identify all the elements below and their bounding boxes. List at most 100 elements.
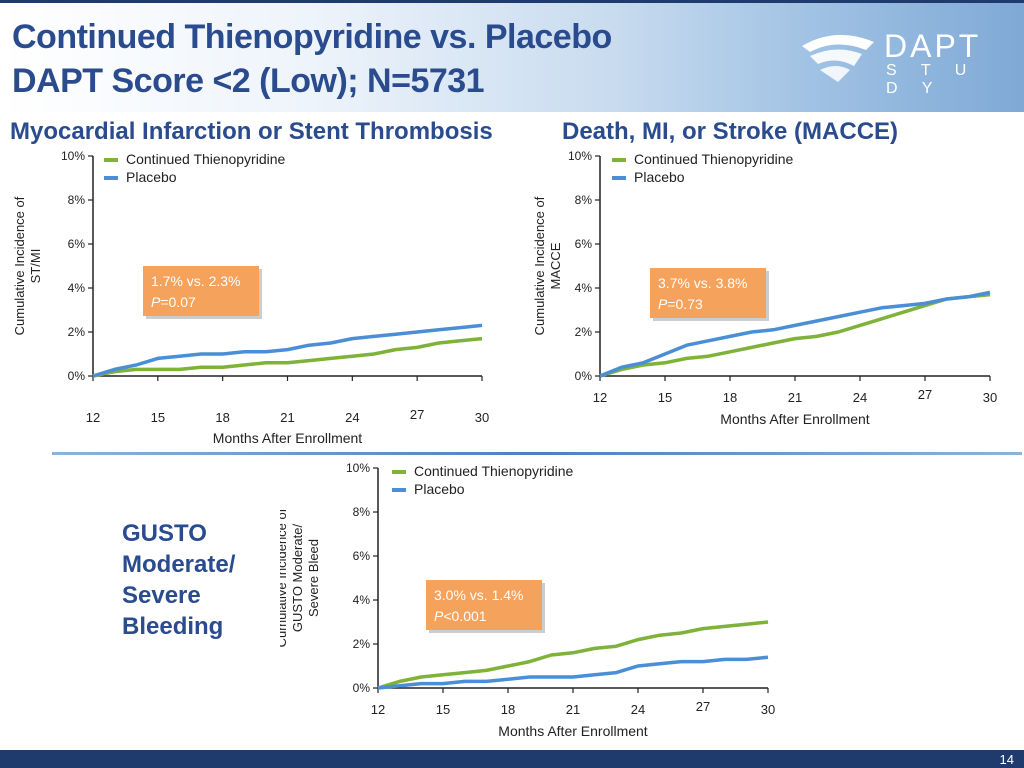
legend-label: Continued Thienopyridine — [126, 151, 286, 167]
p-symbol: P — [434, 608, 444, 624]
x-tick-label: 24 — [631, 702, 645, 717]
y-tick-label: 2% — [68, 325, 86, 339]
legend-swatch — [392, 470, 406, 474]
annotation-rate: 1.7% vs. 2.3% — [151, 273, 241, 289]
mi-st-chart: 0% 2% 4% 6% 8% 10% 12 15 18 21 24 27 30 Months After … — [12, 149, 489, 446]
bleed-label-line: Severe — [122, 582, 201, 609]
bleed-label-line: GUSTO — [122, 520, 207, 547]
p-value: =0.07 — [160, 294, 196, 310]
legend-swatch — [104, 176, 118, 180]
annotation-rate: 3.0% vs. 1.4% — [434, 587, 524, 603]
legend-swatch — [104, 158, 118, 162]
x-tick-label: 15 — [436, 702, 450, 717]
x-tick-label: 27 — [918, 387, 932, 402]
y-axis-title-line: Cumulative Incidence of — [280, 508, 289, 647]
y-tick-label: 4% — [68, 281, 86, 295]
macce-section-title: Death, MI, or Stroke (MACCE) — [562, 118, 899, 145]
y-tick-label: 6% — [575, 237, 593, 251]
y-tick-label: 8% — [575, 193, 593, 207]
legend-label: Continued Thienopyridine — [414, 463, 574, 479]
legend-label: Placebo — [634, 169, 685, 185]
x-tick-label: 15 — [151, 410, 165, 425]
y-tick-label: 8% — [68, 193, 86, 207]
y-axis-title-line: GUSTO Moderate/ — [290, 524, 305, 633]
slide-header: Continued Thienopyridine vs. Placebo DAP… — [0, 0, 1024, 112]
p-value: <0.001 — [443, 608, 486, 624]
x-tick-label: 30 — [983, 390, 997, 405]
x-axis-title: Months After Enrollment — [498, 723, 648, 739]
y-axis-title-line: MACCE — [548, 242, 563, 289]
y-axis-title-line: Cumulative Incidence of — [532, 196, 547, 335]
y-tick-label: 6% — [353, 549, 371, 563]
dapt-shield-icon — [802, 34, 874, 82]
y-tick-label: 2% — [353, 637, 371, 651]
series-line-continued — [377, 620, 769, 690]
series-line-placebo — [92, 323, 483, 378]
legend-swatch — [612, 176, 626, 180]
y-tick-label: 10% — [568, 149, 592, 163]
annotation-pvalue: P=0.73 — [658, 296, 703, 312]
y-tick-label: 8% — [353, 505, 371, 519]
x-tick-label: 21 — [788, 390, 802, 405]
y-tick-label: 0% — [575, 369, 593, 383]
series-line-continued — [599, 292, 991, 378]
bleeding-section-label: GUSTO Moderate/ Severe Bleeding — [122, 518, 235, 642]
x-tick-label: 12 — [371, 702, 385, 717]
series-line-placebo — [377, 655, 769, 690]
x-tick-label: 24 — [853, 390, 867, 405]
y-tick-label: 4% — [575, 281, 593, 295]
y-tick-label: 10% — [61, 149, 85, 163]
x-tick-label: 12 — [593, 390, 607, 405]
header-top-rule — [0, 0, 1024, 3]
p-symbol: P — [151, 294, 161, 310]
annotation-rate: 3.7% vs. 3.8% — [658, 275, 748, 291]
bleeding-chart: 0% 2% 4% 6% 8% 10% 12 15 18 21 24 27 30 Months After … — [280, 461, 775, 739]
y-axis-title: Cumulative Incidence ofST/MI — [12, 196, 43, 335]
y-axis-title-line: Severe Bleed — [306, 539, 321, 617]
legend-label: Continued Thienopyridine — [634, 151, 794, 167]
y-tick-label: 2% — [575, 325, 593, 339]
legend-label: Placebo — [126, 169, 177, 185]
mi-st-section-title: Myocardial Infarction or Stent Thrombosi… — [10, 118, 493, 145]
section-divider — [52, 452, 1022, 455]
p-symbol: P — [658, 296, 668, 312]
x-tick-label: 30 — [761, 702, 775, 717]
bleed-label-line: Bleeding — [122, 613, 224, 640]
dapt-logo: DAPT S T U D Y — [796, 24, 1006, 97]
x-tick-label: 30 — [475, 410, 489, 425]
x-tick-label: 27 — [696, 699, 710, 714]
x-tick-label: 21 — [280, 410, 294, 425]
annotation-pvalue: P<0.001 — [434, 608, 487, 624]
y-axis-title-line: ST/MI — [28, 249, 43, 284]
logo-subword: S T U D Y — [886, 62, 977, 97]
y-axis-title: Cumulative Incidence ofGUSTO Moderate/Se… — [280, 508, 321, 647]
annotation-box — [650, 268, 766, 318]
legend-swatch — [612, 158, 626, 162]
y-tick-label: 6% — [68, 237, 86, 251]
logo-word: DAPT — [884, 28, 982, 64]
x-tick-label: 12 — [86, 410, 100, 425]
macce-chart: 0% 2% 4% 6% 8% 10% 12 15 18 21 24 27 30 Months After … — [532, 149, 997, 427]
legend-label: Placebo — [414, 481, 465, 497]
bleed-label-line: Moderate/ — [122, 551, 236, 578]
slide-title-line1: Continued Thienopyridine vs. Placebo — [12, 18, 612, 56]
annotation-box — [143, 266, 259, 316]
series-line-placebo — [599, 290, 991, 378]
y-axis-title-line: Cumulative Incidence of — [12, 196, 27, 335]
x-tick-label: 18 — [501, 702, 515, 717]
x-axis-title: Months After Enrollment — [720, 411, 870, 427]
series-line-continued — [92, 336, 483, 378]
annotation-box — [426, 580, 542, 630]
x-axis-title: Months After Enrollment — [213, 430, 363, 446]
x-tick-label: 18 — [215, 410, 229, 425]
p-value: =0.73 — [667, 296, 703, 312]
x-tick-label: 15 — [658, 390, 672, 405]
y-axis-title: Cumulative Incidence ofMACCE — [532, 196, 563, 335]
x-tick-label: 18 — [723, 390, 737, 405]
x-tick-label: 27 — [410, 407, 424, 422]
annotation-pvalue: P=0.07 — [151, 294, 196, 310]
footer-bar — [0, 750, 1024, 768]
slide-title-line2: DAPT Score <2 (Low); N=5731 — [12, 62, 485, 100]
y-tick-label: 0% — [68, 369, 86, 383]
page-number: 14 — [999, 752, 1014, 767]
